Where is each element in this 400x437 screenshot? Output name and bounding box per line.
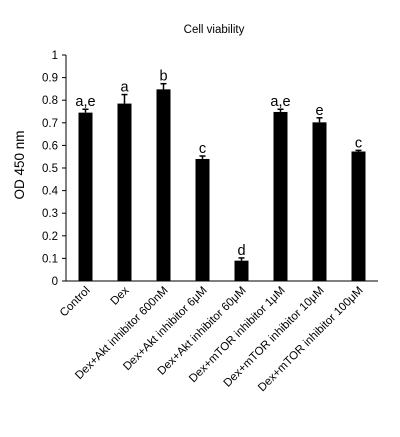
bar [234, 260, 249, 281]
significance-label: c [199, 141, 206, 157]
y-tick-label: 0.7 [42, 118, 58, 130]
y-tick-label: 0.8 [42, 95, 58, 107]
y-tick-label: 0.5 [42, 163, 58, 175]
bar [312, 122, 327, 282]
significance-label: d [237, 243, 245, 259]
y-tick-label: 0.1 [42, 253, 58, 265]
bar [351, 151, 366, 281]
bar [117, 103, 132, 281]
y-axis-label: OD 450 nm [12, 130, 27, 199]
significance-label: a,e [75, 94, 95, 110]
significance-label: b [159, 69, 167, 85]
significance-label: a,e [270, 94, 290, 110]
bar [78, 112, 93, 281]
error-bars [82, 82, 362, 261]
y-tick-label: 0.6 [42, 140, 58, 152]
bar [195, 158, 210, 281]
significance-label: c [355, 135, 362, 151]
significance-label: e [315, 103, 323, 119]
significance-label: a [120, 80, 129, 96]
y-axis-ticks: 0 0.1 0.2 0.3 0.4 0.5 0.6 0.7 0.8 0.9 1 [42, 50, 66, 288]
category-label: Dex [109, 284, 132, 307]
category-label: Control [58, 285, 93, 320]
y-tick-label: 0.2 [42, 231, 58, 243]
y-tick-label: 0.4 [42, 186, 59, 198]
y-tick-label: 0.3 [42, 208, 58, 220]
y-tick-label: 0.9 [42, 73, 58, 85]
chart-title: Cell viability [184, 24, 245, 36]
y-tick-label: 1 [52, 50, 58, 62]
bar [156, 89, 171, 282]
significance-labels: a,e a b c d a,e e c [75, 69, 362, 259]
bar [273, 111, 288, 282]
bar-series [78, 89, 366, 282]
y-tick-label: 0 [52, 276, 58, 288]
